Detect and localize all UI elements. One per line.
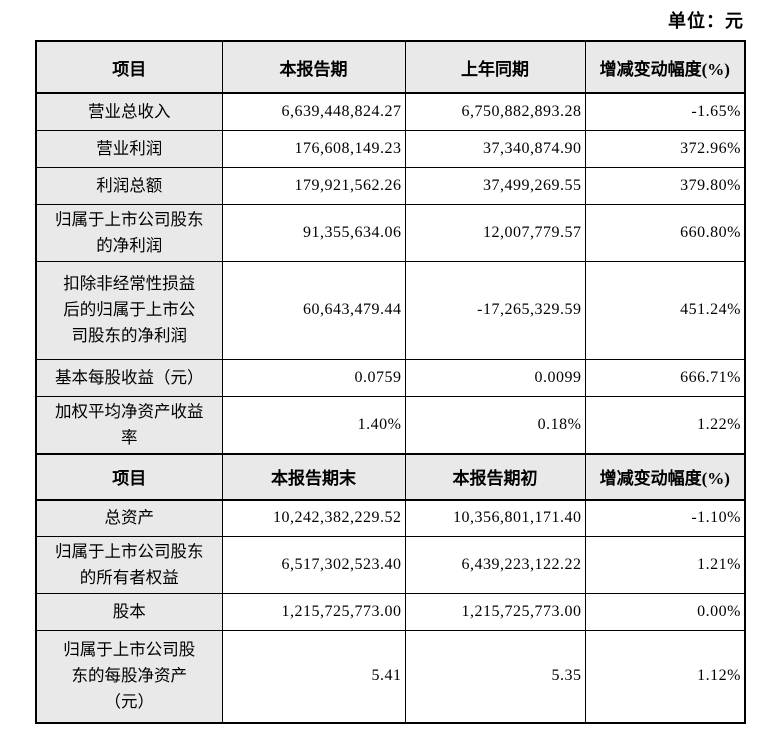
table-row-total-revenue: 营业总收入 6,639,448,824.27 6,750,882,893.28 … [35,92,746,131]
prior-period-value: 0.0099 [404,358,586,397]
current-period-value: 179,921,562.26 [221,166,406,205]
table-row-total-assets: 总资产 10,242,382,229.52 10,356,801,171.40 … [35,499,746,537]
period-end-value: 10,242,382,229.52 [221,499,406,537]
change-percent-value: 1.12% [584,630,746,723]
table-row-owners-equity: 归属于上市公司股东 的所有者权益 6,517,302,523.40 6,439,… [35,536,746,594]
current-period-value: 60,643,479.44 [221,260,406,360]
row-label: 加权平均净资产收益 率 [35,395,223,454]
prior-period-value: 0.18% [404,395,586,454]
table-row-total-profit: 利润总额 179,921,562.26 37,499,269.55 379.80… [35,166,746,205]
current-period-value: 91,355,634.06 [221,203,406,262]
row-label: 营业总收入 [35,92,223,131]
header-period-end: 本报告期末 [221,452,406,501]
period-end-value: 5.41 [221,630,406,723]
row-label: 营业利润 [35,129,223,168]
prior-period-value: -17,265,329.59 [404,260,586,360]
header-current-period: 本报告期 [221,40,406,94]
row-label: 归属于上市公司股东 的净利润 [35,203,223,262]
change-percent-value: 372.96% [584,129,746,168]
row-label: 基本每股收益（元） [35,358,223,397]
header-prior-period: 上年同期 [404,40,586,94]
header-item: 项目 [35,40,223,94]
period-begin-value: 1,215,725,773.00 [404,593,586,631]
table-row-net-profit-excl-nonrecurring: 扣除非经常性损益 后的归属于上市公 司股东的净利润 60,643,479.44 … [35,260,746,360]
table-row-basic-eps: 基本每股收益（元） 0.0759 0.0099 666.71% [35,358,746,397]
unit-label: 单位：元 [668,11,744,31]
period-end-value: 6,517,302,523.40 [221,536,406,594]
balance-table-header-row: 项目 本报告期末 本报告期初 增减变动幅度(%) [35,452,746,501]
table-row-operating-profit: 营业利润 176,608,149.23 37,340,874.90 372.96… [35,129,746,168]
current-period-value: 1.40% [221,395,406,454]
change-percent-value: 451.24% [584,260,746,360]
change-percent-value: 0.00% [584,593,746,631]
period-end-value: 1,215,725,773.00 [221,593,406,631]
header-period-begin: 本报告期初 [404,452,586,501]
header-change-percent: 增减变动幅度(%) [584,40,746,94]
current-period-value: 176,608,149.23 [221,129,406,168]
financial-summary-table: 项目 本报告期 上年同期 增减变动幅度(%) 营业总收入 6,639,448,8… [35,40,746,724]
change-percent-value: -1.65% [584,92,746,131]
table-row-share-capital: 股本 1,215,725,773.00 1,215,725,773.00 0.0… [35,593,746,631]
current-period-value: 0.0759 [221,358,406,397]
header-change-percent: 增减变动幅度(%) [584,452,746,501]
current-period-value: 6,639,448,824.27 [221,92,406,131]
period-begin-value: 5.35 [404,630,586,723]
table-row-net-assets-per-share: 归属于上市公司股 东的每股净资产 （元） 5.41 5.35 1.12% [35,630,746,723]
prior-period-value: 6,750,882,893.28 [404,92,586,131]
row-label: 归属于上市公司股 东的每股净资产 （元） [35,630,223,723]
row-label: 归属于上市公司股东 的所有者权益 [35,536,223,594]
header-item: 项目 [35,452,223,501]
income-table-header-row: 项目 本报告期 上年同期 增减变动幅度(%) [35,40,746,94]
row-label: 股本 [35,593,223,631]
prior-period-value: 37,340,874.90 [404,129,586,168]
change-percent-value: -1.10% [584,499,746,537]
change-percent-value: 666.71% [584,358,746,397]
row-label: 利润总额 [35,166,223,205]
period-begin-value: 6,439,223,122.22 [404,536,586,594]
change-percent-value: 1.21% [584,536,746,594]
table-row-net-profit-attributable: 归属于上市公司股东 的净利润 91,355,634.06 12,007,779.… [35,203,746,262]
row-label: 扣除非经常性损益 后的归属于上市公 司股东的净利润 [35,260,223,360]
prior-period-value: 12,007,779.57 [404,203,586,262]
period-begin-value: 10,356,801,171.40 [404,499,586,537]
change-percent-value: 379.80% [584,166,746,205]
row-label: 总资产 [35,499,223,537]
prior-period-value: 37,499,269.55 [404,166,586,205]
table-row-weighted-avg-roe: 加权平均净资产收益 率 1.40% 0.18% 1.22% [35,395,746,454]
change-percent-value: 660.80% [584,203,746,262]
change-percent-value: 1.22% [584,395,746,454]
